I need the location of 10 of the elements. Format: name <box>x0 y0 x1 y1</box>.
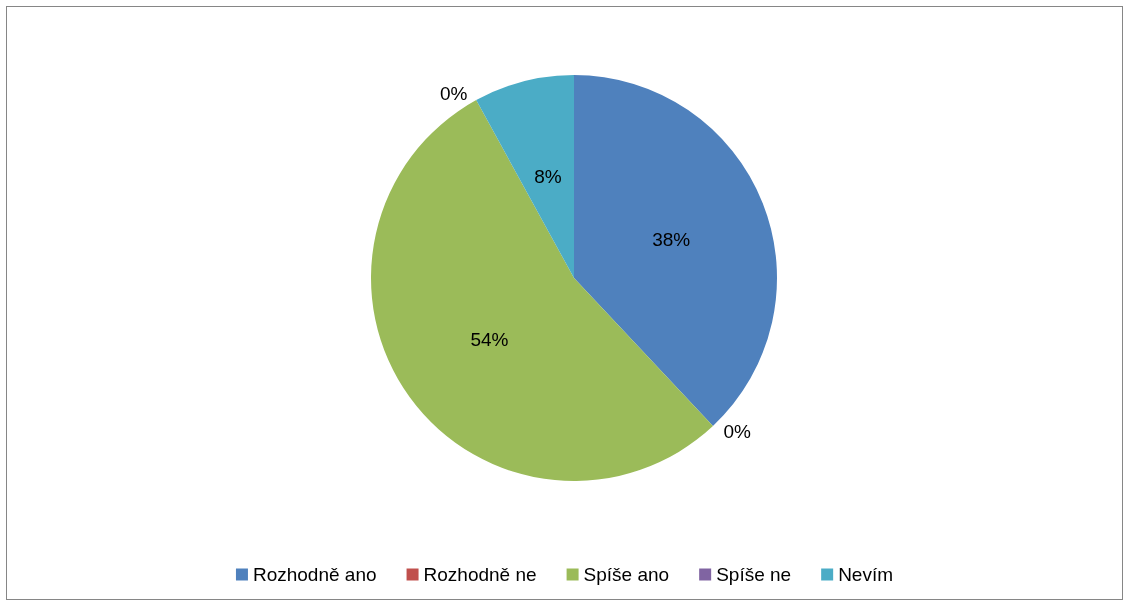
legend-label: Rozhodně ano <box>252 564 377 585</box>
data-label: 54% <box>470 328 509 350</box>
data-label: 38% <box>652 229 691 251</box>
legend-label: Nevím <box>838 564 894 585</box>
data-label: 8% <box>534 166 562 188</box>
text: 0% <box>439 82 468 104</box>
text: 0% <box>723 421 751 443</box>
legend-label: Rozhodně ne <box>423 564 537 585</box>
legend-label: Spíše ne <box>716 564 792 585</box>
legend-label: Spíše ano <box>583 564 670 585</box>
